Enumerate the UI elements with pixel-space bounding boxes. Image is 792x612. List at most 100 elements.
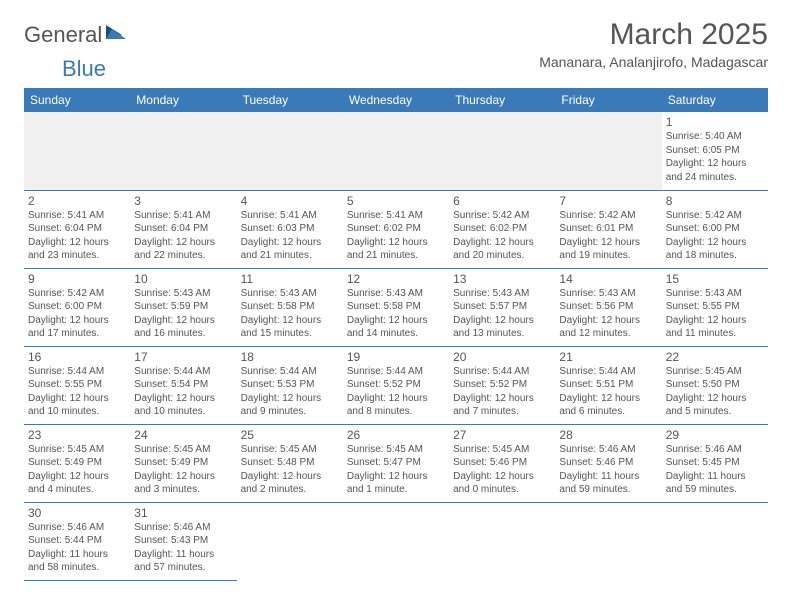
weekday-header: Sunday bbox=[24, 88, 130, 112]
day-info: Sunrise: 5:43 AMSunset: 5:58 PMDaylight:… bbox=[347, 287, 445, 341]
calendar-cell bbox=[343, 502, 449, 580]
day-number: 5 bbox=[347, 194, 445, 208]
day-info: Sunrise: 5:42 AMSunset: 6:00 PMDaylight:… bbox=[28, 287, 126, 341]
day-number: 28 bbox=[559, 428, 657, 442]
calendar-cell: 19Sunrise: 5:44 AMSunset: 5:52 PMDayligh… bbox=[343, 346, 449, 424]
calendar-week: 30Sunrise: 5:46 AMSunset: 5:44 PMDayligh… bbox=[24, 502, 768, 580]
day-number: 2 bbox=[28, 194, 126, 208]
calendar-cell bbox=[237, 502, 343, 580]
calendar-cell: 6Sunrise: 5:42 AMSunset: 6:02 PMDaylight… bbox=[449, 190, 555, 268]
calendar-cell: 1Sunrise: 5:40 AMSunset: 6:05 PMDaylight… bbox=[662, 112, 768, 190]
day-number: 22 bbox=[666, 350, 764, 364]
calendar-cell: 28Sunrise: 5:46 AMSunset: 5:46 PMDayligh… bbox=[555, 424, 661, 502]
day-number: 27 bbox=[453, 428, 551, 442]
day-info: Sunrise: 5:46 AMSunset: 5:46 PMDaylight:… bbox=[559, 443, 657, 497]
day-number: 29 bbox=[666, 428, 764, 442]
day-number: 24 bbox=[134, 428, 232, 442]
day-number: 12 bbox=[347, 272, 445, 286]
calendar-week: 9Sunrise: 5:42 AMSunset: 6:00 PMDaylight… bbox=[24, 268, 768, 346]
day-info: Sunrise: 5:41 AMSunset: 6:03 PMDaylight:… bbox=[241, 209, 339, 263]
day-number: 31 bbox=[134, 506, 232, 520]
day-number: 7 bbox=[559, 194, 657, 208]
calendar-cell bbox=[449, 112, 555, 190]
calendar-cell: 8Sunrise: 5:42 AMSunset: 6:00 PMDaylight… bbox=[662, 190, 768, 268]
day-info: Sunrise: 5:46 AMSunset: 5:43 PMDaylight:… bbox=[134, 521, 232, 575]
day-info: Sunrise: 5:41 AMSunset: 6:04 PMDaylight:… bbox=[134, 209, 232, 263]
calendar-cell: 16Sunrise: 5:44 AMSunset: 5:55 PMDayligh… bbox=[24, 346, 130, 424]
day-number: 8 bbox=[666, 194, 764, 208]
calendar-cell bbox=[555, 502, 661, 580]
calendar-cell: 22Sunrise: 5:45 AMSunset: 5:50 PMDayligh… bbox=[662, 346, 768, 424]
day-number: 25 bbox=[241, 428, 339, 442]
day-number: 14 bbox=[559, 272, 657, 286]
day-info: Sunrise: 5:43 AMSunset: 5:56 PMDaylight:… bbox=[559, 287, 657, 341]
calendar-cell: 10Sunrise: 5:43 AMSunset: 5:59 PMDayligh… bbox=[130, 268, 236, 346]
calendar-cell: 7Sunrise: 5:42 AMSunset: 6:01 PMDaylight… bbox=[555, 190, 661, 268]
calendar-cell: 24Sunrise: 5:45 AMSunset: 5:49 PMDayligh… bbox=[130, 424, 236, 502]
calendar-cell: 20Sunrise: 5:44 AMSunset: 5:52 PMDayligh… bbox=[449, 346, 555, 424]
logo-text-1: General bbox=[24, 24, 102, 46]
calendar-cell bbox=[237, 112, 343, 190]
calendar-cell bbox=[24, 112, 130, 190]
day-number: 21 bbox=[559, 350, 657, 364]
day-info: Sunrise: 5:41 AMSunset: 6:02 PMDaylight:… bbox=[347, 209, 445, 263]
logo-flag-icon bbox=[106, 25, 128, 48]
calendar-week: 16Sunrise: 5:44 AMSunset: 5:55 PMDayligh… bbox=[24, 346, 768, 424]
day-info: Sunrise: 5:45 AMSunset: 5:47 PMDaylight:… bbox=[347, 443, 445, 497]
day-info: Sunrise: 5:45 AMSunset: 5:50 PMDaylight:… bbox=[666, 365, 764, 419]
day-info: Sunrise: 5:43 AMSunset: 5:55 PMDaylight:… bbox=[666, 287, 764, 341]
day-info: Sunrise: 5:44 AMSunset: 5:54 PMDaylight:… bbox=[134, 365, 232, 419]
calendar-cell: 13Sunrise: 5:43 AMSunset: 5:57 PMDayligh… bbox=[449, 268, 555, 346]
calendar-cell: 2Sunrise: 5:41 AMSunset: 6:04 PMDaylight… bbox=[24, 190, 130, 268]
day-number: 1 bbox=[666, 115, 764, 129]
day-info: Sunrise: 5:42 AMSunset: 6:00 PMDaylight:… bbox=[666, 209, 764, 263]
weekday-header: Saturday bbox=[662, 88, 768, 112]
calendar-cell: 18Sunrise: 5:44 AMSunset: 5:53 PMDayligh… bbox=[237, 346, 343, 424]
day-number: 11 bbox=[241, 272, 339, 286]
calendar-cell: 21Sunrise: 5:44 AMSunset: 5:51 PMDayligh… bbox=[555, 346, 661, 424]
calendar-cell bbox=[555, 112, 661, 190]
calendar-cell: 11Sunrise: 5:43 AMSunset: 5:58 PMDayligh… bbox=[237, 268, 343, 346]
day-number: 6 bbox=[453, 194, 551, 208]
day-number: 30 bbox=[28, 506, 126, 520]
day-info: Sunrise: 5:46 AMSunset: 5:44 PMDaylight:… bbox=[28, 521, 126, 575]
calendar-page: General March 2025 Mananara, Analanjirof… bbox=[0, 0, 792, 599]
calendar-cell: 25Sunrise: 5:45 AMSunset: 5:48 PMDayligh… bbox=[237, 424, 343, 502]
day-info: Sunrise: 5:44 AMSunset: 5:53 PMDaylight:… bbox=[241, 365, 339, 419]
calendar-cell: 23Sunrise: 5:45 AMSunset: 5:49 PMDayligh… bbox=[24, 424, 130, 502]
calendar-week: 1Sunrise: 5:40 AMSunset: 6:05 PMDaylight… bbox=[24, 112, 768, 190]
day-number: 26 bbox=[347, 428, 445, 442]
calendar-cell: 31Sunrise: 5:46 AMSunset: 5:43 PMDayligh… bbox=[130, 502, 236, 580]
calendar-head: SundayMondayTuesdayWednesdayThursdayFrid… bbox=[24, 88, 768, 112]
day-number: 9 bbox=[28, 272, 126, 286]
day-info: Sunrise: 5:44 AMSunset: 5:51 PMDaylight:… bbox=[559, 365, 657, 419]
day-number: 19 bbox=[347, 350, 445, 364]
day-info: Sunrise: 5:45 AMSunset: 5:46 PMDaylight:… bbox=[453, 443, 551, 497]
day-info: Sunrise: 5:43 AMSunset: 5:57 PMDaylight:… bbox=[453, 287, 551, 341]
day-info: Sunrise: 5:46 AMSunset: 5:45 PMDaylight:… bbox=[666, 443, 764, 497]
day-info: Sunrise: 5:43 AMSunset: 5:58 PMDaylight:… bbox=[241, 287, 339, 341]
day-info: Sunrise: 5:44 AMSunset: 5:52 PMDaylight:… bbox=[347, 365, 445, 419]
calendar-body: 1Sunrise: 5:40 AMSunset: 6:05 PMDaylight… bbox=[24, 112, 768, 580]
day-info: Sunrise: 5:45 AMSunset: 5:48 PMDaylight:… bbox=[241, 443, 339, 497]
calendar-cell: 5Sunrise: 5:41 AMSunset: 6:02 PMDaylight… bbox=[343, 190, 449, 268]
logo-text-2: Blue bbox=[62, 58, 106, 80]
calendar-cell: 17Sunrise: 5:44 AMSunset: 5:54 PMDayligh… bbox=[130, 346, 236, 424]
day-info: Sunrise: 5:40 AMSunset: 6:05 PMDaylight:… bbox=[666, 130, 764, 184]
calendar-cell: 30Sunrise: 5:46 AMSunset: 5:44 PMDayligh… bbox=[24, 502, 130, 580]
day-number: 16 bbox=[28, 350, 126, 364]
calendar-cell: 27Sunrise: 5:45 AMSunset: 5:46 PMDayligh… bbox=[449, 424, 555, 502]
calendar-cell bbox=[449, 502, 555, 580]
day-info: Sunrise: 5:42 AMSunset: 6:02 PMDaylight:… bbox=[453, 209, 551, 263]
day-number: 23 bbox=[28, 428, 126, 442]
title-block: March 2025 Mananara, Analanjirofo, Madag… bbox=[539, 18, 768, 70]
calendar-cell bbox=[130, 112, 236, 190]
logo: General bbox=[24, 24, 130, 46]
calendar-cell: 12Sunrise: 5:43 AMSunset: 5:58 PMDayligh… bbox=[343, 268, 449, 346]
day-info: Sunrise: 5:41 AMSunset: 6:04 PMDaylight:… bbox=[28, 209, 126, 263]
weekday-header: Monday bbox=[130, 88, 236, 112]
day-info: Sunrise: 5:43 AMSunset: 5:59 PMDaylight:… bbox=[134, 287, 232, 341]
month-title: March 2025 bbox=[539, 18, 768, 52]
weekday-header: Wednesday bbox=[343, 88, 449, 112]
calendar-cell: 29Sunrise: 5:46 AMSunset: 5:45 PMDayligh… bbox=[662, 424, 768, 502]
